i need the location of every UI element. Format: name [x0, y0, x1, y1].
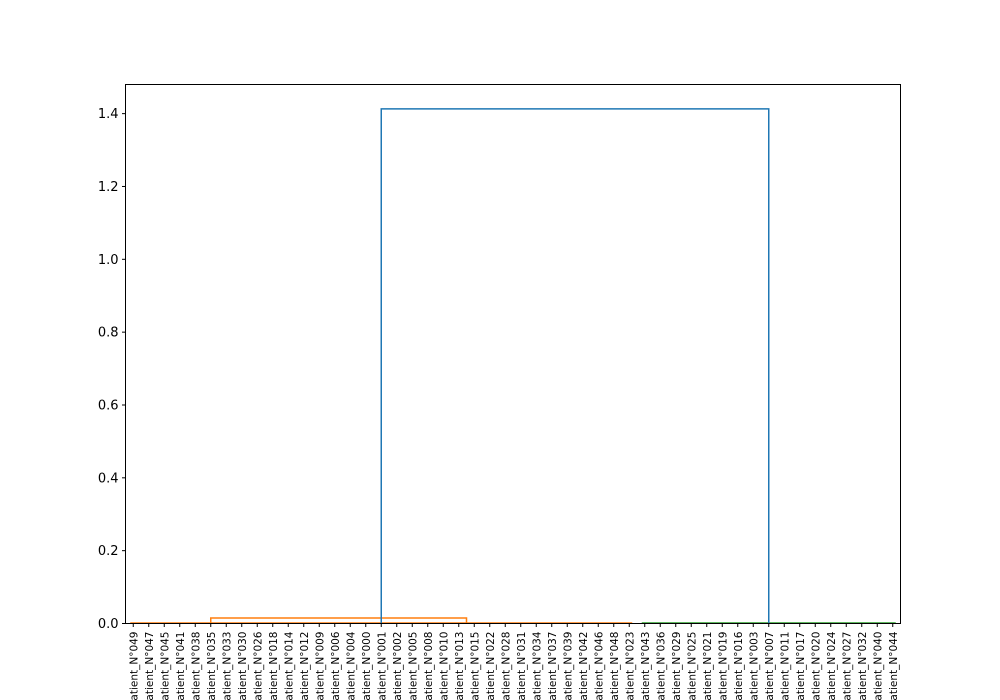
leaf-label-5: Patient_N°035: [206, 632, 218, 700]
leaf-label-47: Patient_N°032: [857, 632, 869, 700]
leaf-label-19: Patient_N°008: [423, 632, 435, 700]
leaf-label-11: Patient_N°012: [299, 632, 311, 700]
leaf-label-28: Patient_N°039: [562, 632, 574, 700]
leaf-label-44: Patient_N°020: [810, 632, 822, 700]
leaf-label-21: Patient_N°013: [454, 632, 466, 700]
y-tick-label-5: 1.0: [98, 253, 119, 268]
leaf-label-4: Patient_N°038: [190, 632, 202, 700]
x-axis: Patient_N°049 Patient_N°047 Patient_N°045 P…: [128, 623, 900, 700]
merge-link-1: [380, 108, 770, 624]
leaf-label-15: Patient_N°000: [361, 632, 373, 700]
y-tick-label-7: 1.4: [98, 107, 119, 122]
leaf-label-39: Patient_N°016: [733, 631, 745, 700]
leaf-label-22: Patient_N°015: [469, 632, 481, 700]
y-tick-label-6: 1.2: [98, 180, 119, 195]
leaf-label-13: Patient_N°006: [330, 631, 342, 700]
leaf-label-27: Patient_N°037: [547, 632, 559, 700]
leaf-label-8: Patient_N°026: [252, 631, 264, 700]
leaf-label-10: Patient_N°014: [283, 631, 295, 700]
leaf-label-7: Patient_N°030: [237, 632, 249, 700]
leaf-label-41: Patient_N°007: [764, 632, 776, 700]
leaf-label-45: Patient_N°024: [826, 631, 838, 700]
leaf-label-0: Patient_N°049: [128, 632, 140, 700]
leaf-label-49: Patient_N°044: [888, 631, 900, 700]
leaf-label-9: Patient_N°018: [268, 632, 280, 700]
plot-frame: [125, 84, 901, 624]
y-axis: 0.0 0.2 0.4 0.6 0.8 1.0 1.2 1.4: [98, 107, 126, 632]
leaf-label-3: Patient_N°041: [175, 632, 187, 700]
leaf-label-38: Patient_N°019: [717, 632, 729, 700]
leaf-label-2: Patient_N°045: [159, 632, 171, 700]
leaf-label-29: Patient_N°042: [578, 632, 590, 700]
leaf-label-40: Patient_N°003: [748, 632, 760, 700]
leaf-label-26: Patient_N°034: [531, 631, 543, 700]
leaf-label-18: Patient_N°005: [407, 632, 419, 700]
leaf-label-42: Patient_N°011: [779, 632, 791, 700]
leaf-label-6: Patient_N°033: [221, 632, 233, 700]
leaf-label-12: Patient_N°009: [314, 632, 326, 700]
leaf-label-14: Patient_N°004: [345, 631, 357, 700]
leaf-label-17: Patient_N°002: [392, 632, 404, 700]
y-tick-label-4: 0.8: [98, 326, 119, 341]
leaf-label-33: Patient_N°043: [640, 632, 652, 700]
leaf-label-37: Patient_N°021: [702, 632, 714, 700]
y-tick-label-3: 0.6: [98, 398, 119, 413]
y-tick-label-1: 0.2: [98, 544, 119, 559]
y-tick-label-0: 0.0: [98, 617, 119, 632]
leaf-label-32: Patient_N°023: [624, 632, 636, 700]
leaf-label-31: Patient_N°048: [609, 632, 621, 700]
leaf-label-20: Patient_N°010: [438, 632, 450, 700]
leaf-label-30: Patient_N°046: [593, 631, 605, 700]
leaf-label-1: Patient_N°047: [144, 632, 156, 700]
y-tick-label-2: 0.4: [98, 471, 119, 486]
leaf-label-35: Patient_N°029: [671, 632, 683, 700]
leaf-label-43: Patient_N°017: [795, 632, 807, 700]
merge-link-0: [210, 617, 468, 624]
leaf-label-36: Patient_N°025: [686, 632, 698, 700]
leaf-label-48: Patient_N°040: [872, 632, 884, 700]
leaf-label-23: Patient_N°022: [485, 632, 497, 700]
leaf-label-25: Patient_N°031: [516, 632, 528, 700]
leaf-label-34: Patient_N°036: [655, 631, 667, 700]
leaf-label-24: Patient_N°028: [500, 632, 512, 700]
leaf-label-16: Patient_N°001: [376, 632, 388, 700]
leaf-label-46: Patient_N°027: [841, 632, 853, 700]
